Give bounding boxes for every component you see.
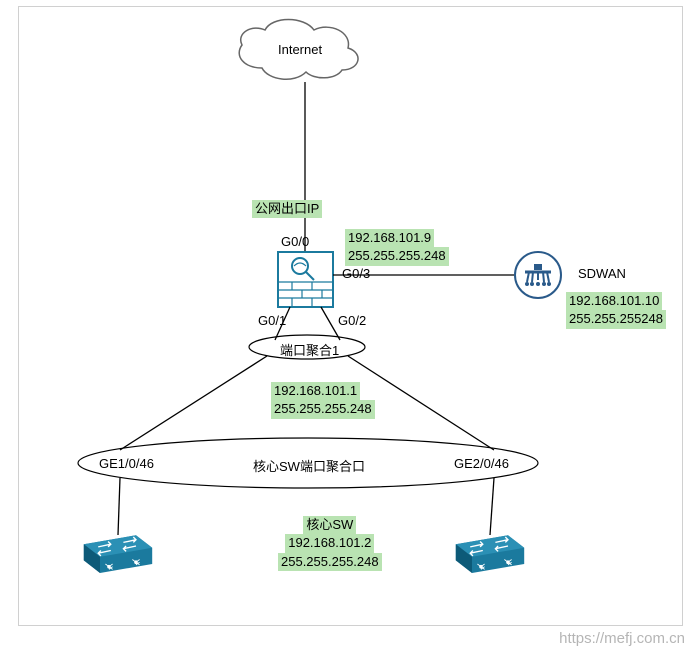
agg1-ip: 192.168.101.1 255.255.255.248 (271, 382, 375, 419)
internet-label: Internet (278, 42, 322, 57)
port-g00: G0/0 (281, 234, 309, 249)
watermark: https://mefj.com.cn (559, 630, 685, 647)
port-g03-ip: 192.168.101.9 255.255.255.248 (345, 229, 449, 266)
switch-right-icon (450, 528, 530, 573)
agg2-right-port: GE2/0/46 (454, 456, 509, 471)
sdwan-label: SDWAN (578, 266, 626, 281)
core-sw-label: 核心SW 192.168.101.2 255.255.255.248 (278, 516, 382, 571)
sdwan-ip: 192.168.101.10 255.255.255248 (566, 292, 666, 329)
wan-ip-label: 公网出口IP (252, 200, 322, 218)
agg2-label: 核心SW端口聚合口 (253, 456, 365, 475)
port-g02: G0/2 (338, 313, 366, 328)
switch-left-icon (78, 528, 158, 573)
port-g03: G0/3 (342, 266, 370, 281)
port-g01: G0/1 (258, 313, 286, 328)
agg1-label: 端口聚合1 (280, 340, 339, 359)
agg2-left-port: GE1/0/46 (99, 456, 154, 471)
